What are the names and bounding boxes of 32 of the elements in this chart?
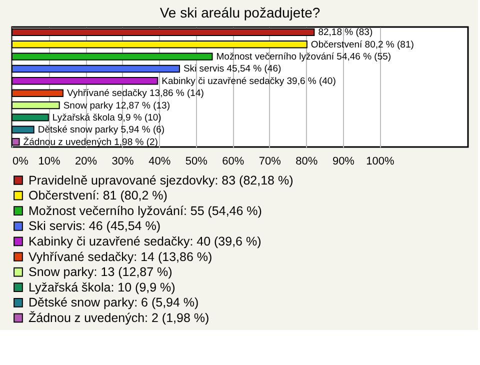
x-tick-label: 80% bbox=[296, 156, 318, 168]
chart-title: Ve ski areálu požadujete? bbox=[160, 4, 320, 21]
data-label: Občerstvení 80,2 % (81) bbox=[310, 39, 414, 50]
x-tick-label: 70% bbox=[258, 156, 282, 168]
legend-label: Lyžařská škola: 10 (9,9 %) bbox=[28, 280, 176, 294]
legend-label: Dětské snow parky: 6 (5,94 %) bbox=[28, 296, 199, 310]
legend-label: Vyhřívané sedačky: 14 (13,86 %) bbox=[28, 250, 212, 264]
x-tick-label: 30% bbox=[112, 156, 134, 168]
legend-label: Pravidelně upravované sjezdovky: 83 (82,18 %) bbox=[28, 173, 294, 188]
legend-label: Možnost večerního lyžování: 55 (54,46 %) bbox=[28, 204, 262, 218]
x-tick-label: 0% bbox=[12, 156, 29, 168]
data-label: Vyhřívané sedačky 13,86 % (14) bbox=[66, 88, 204, 100]
legend-label: Kabinky či uzavřené sedačky: 40 (39,6 %) bbox=[28, 234, 262, 248]
x-tick-label: 60% bbox=[222, 156, 244, 168]
data-label: Možnost večerního lyžování 54,46 % (55) bbox=[216, 52, 392, 63]
data-label: Lyžařská škola 9,9 % (10) bbox=[52, 112, 162, 124]
x-tick-label: 90% bbox=[332, 156, 355, 168]
legend-label: Ski servis: 46 (45,54 %) bbox=[28, 219, 160, 234]
legend-label: Snow parky: 13 (12,87 %) bbox=[28, 265, 172, 280]
data-label: Dětské snow parky 5,94 % (6) bbox=[38, 124, 165, 136]
x-tick-label: 10% bbox=[38, 156, 60, 168]
data-label: Žádnou z uvedených 1,98 % (2) bbox=[23, 136, 158, 148]
data-label: Snow parky 12,87 % (13) bbox=[63, 100, 170, 112]
x-tick-label: 20% bbox=[75, 156, 98, 168]
x-tick-label: 50% bbox=[185, 156, 208, 168]
x-tick-label: 100% bbox=[366, 156, 395, 168]
legend-label: Žádnou z uvedených: 2 (1,98 %) bbox=[28, 310, 210, 325]
x-tick-label: 40% bbox=[148, 156, 171, 168]
data-label: Ski servis 45,54 % (46) bbox=[183, 64, 282, 75]
data-label: Kabinky či uzavřené sedačky 39,6 % (40) bbox=[162, 76, 336, 87]
legend-label: Občerstvení: 81 (80,2 %) bbox=[28, 188, 168, 203]
data-label: 82,18 % (83) bbox=[318, 27, 373, 38]
